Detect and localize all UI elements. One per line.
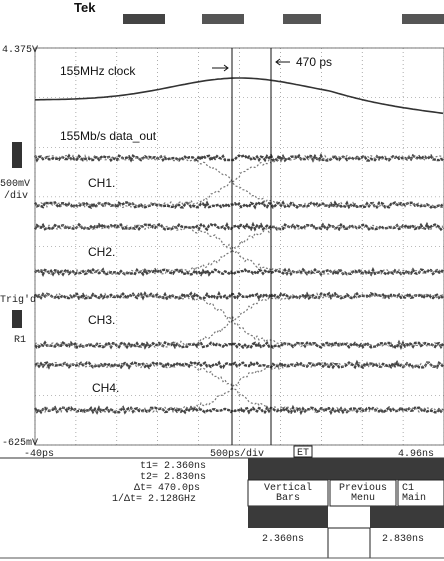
delta-label: 470 ps bbox=[296, 55, 332, 69]
readout-t1: t1= 2.360ns bbox=[140, 461, 206, 472]
trigger: Trig'd bbox=[0, 294, 36, 306]
mode: ET bbox=[297, 448, 309, 459]
channel-label: CH3. bbox=[88, 313, 115, 327]
data-label: 155Mb/s data_out bbox=[60, 129, 157, 143]
status-button bbox=[202, 14, 244, 24]
channel-marker bbox=[12, 142, 22, 168]
menu-header bbox=[248, 458, 444, 480]
scope-screen: Tek 4.375V 155MHz clock 470 ps 155Mb/s d… bbox=[0, 0, 444, 561]
channel-label: CH4. bbox=[92, 381, 119, 395]
clock-label: 155MHz clock bbox=[60, 64, 136, 78]
menu-bar bbox=[370, 506, 444, 528]
scale-unit: /div bbox=[4, 190, 28, 202]
top-level: 4.375V bbox=[2, 45, 38, 56]
status-button bbox=[402, 14, 444, 24]
menu-slot bbox=[328, 528, 370, 558]
channel-label: CH1. bbox=[88, 176, 115, 190]
readout-inv-dt: 1/Δt= 2.128GHz bbox=[112, 493, 196, 505]
delta-arrows bbox=[212, 59, 290, 71]
channel-label: CH2. bbox=[88, 245, 115, 259]
eye-trace bbox=[35, 294, 443, 299]
ref: R1 bbox=[14, 335, 26, 346]
status-button bbox=[123, 14, 165, 24]
t1-value: 2.360ns bbox=[262, 534, 304, 545]
scale: 500mV bbox=[0, 179, 30, 190]
status-button bbox=[283, 14, 321, 24]
ref-marker bbox=[12, 310, 22, 328]
readout-t2: t2= 2.830ns bbox=[140, 472, 206, 483]
readout-dt: Δt= 470.0ps bbox=[134, 483, 200, 494]
brand: Tek bbox=[74, 0, 96, 15]
clock-wave bbox=[35, 78, 443, 113]
eye-trace bbox=[35, 156, 443, 161]
bottom-level: -625mV bbox=[2, 438, 38, 449]
t2-value: 2.830ns bbox=[382, 534, 424, 545]
menu-bar bbox=[248, 506, 328, 528]
